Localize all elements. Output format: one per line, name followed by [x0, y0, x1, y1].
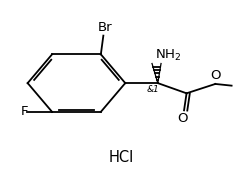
- Text: O: O: [210, 69, 220, 82]
- Text: F: F: [20, 105, 28, 118]
- Text: NH$_2$: NH$_2$: [155, 48, 181, 63]
- Text: Br: Br: [97, 21, 111, 34]
- Text: O: O: [177, 112, 187, 125]
- Text: &1: &1: [146, 85, 159, 94]
- Text: HCl: HCl: [108, 151, 134, 166]
